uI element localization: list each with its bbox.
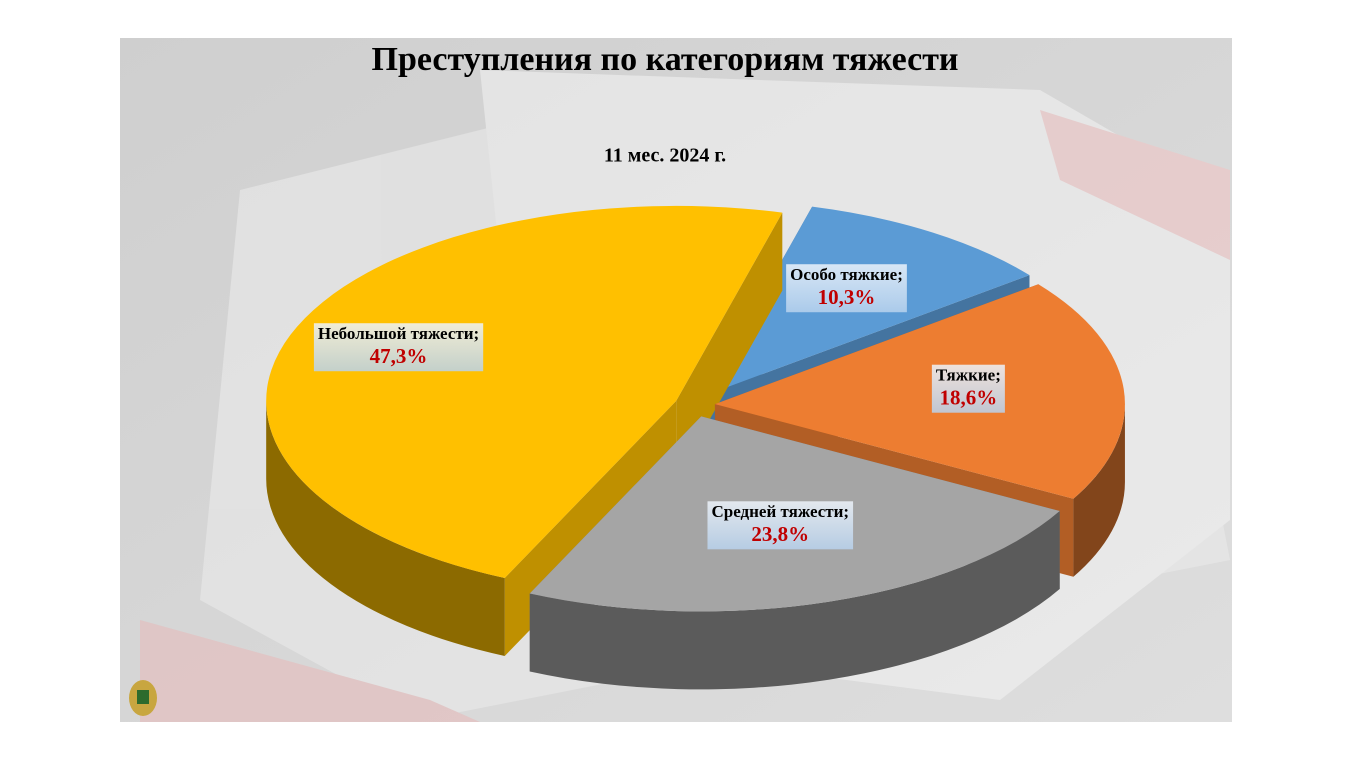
data-label-box [313,323,484,372]
data-label-value: 23,8% [751,522,809,546]
data-label-category: Средней тяжести; [711,502,849,521]
data-label-box [786,264,907,313]
data-label-box [931,364,1005,413]
pie: Особо тяжкие;10,3% Тяжкие;18,6% Средней тя… [266,205,1125,690]
slice-top [266,205,783,579]
slice [529,416,1060,690]
data-label-category: Особо тяжкие; [790,265,903,284]
slice-outer-wall [1073,404,1125,577]
data-label-category: Тяжкие; [936,366,1001,385]
chart-title: Преступления по категориям тяжести [372,41,959,78]
data-label-box [707,501,854,550]
slice-outer-wall [529,511,1060,690]
data-label-value: 47,3% [370,344,428,368]
slice-outer-wall [266,400,505,657]
data-label-value: 10,3% [818,285,876,309]
emblem [129,680,157,716]
data-label-category: Небольшой тяжести; [318,324,479,343]
data-label-value: 18,6% [940,386,998,410]
slice-radial-face [676,212,783,479]
slice-top [714,284,1125,499]
chart-subtitle: 11 мес. 2024 г. [604,145,726,167]
